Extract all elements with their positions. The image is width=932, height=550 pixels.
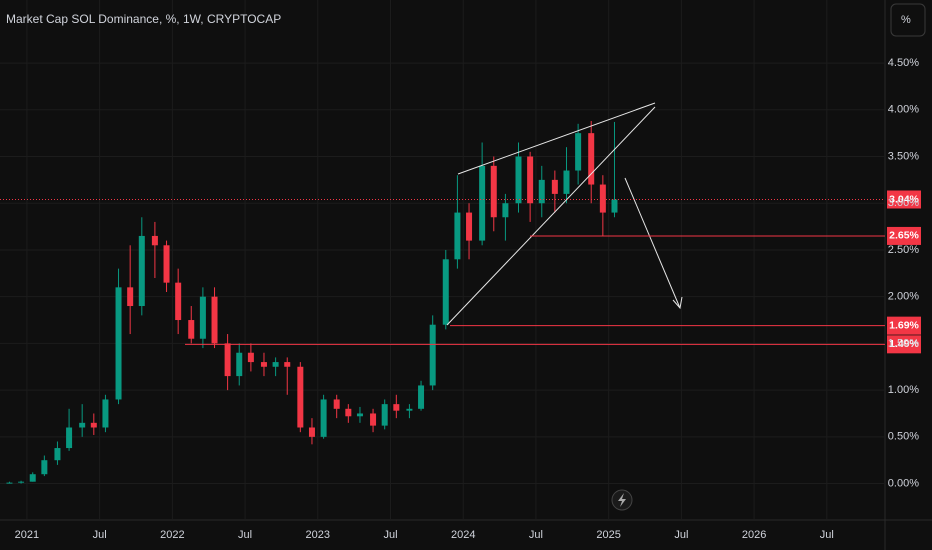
price-label-box (887, 226, 921, 245)
trendline (457, 102, 656, 175)
y-tick-label: 3.50% (888, 150, 919, 162)
price-label-box (887, 316, 921, 335)
y-tick-label: 0.00% (888, 477, 919, 489)
candle-body (127, 287, 134, 307)
candle-body (454, 212, 461, 260)
candle-body (297, 366, 304, 428)
x-tick-label: Jul (383, 529, 397, 541)
candle-body (102, 399, 109, 428)
candle-body (90, 422, 97, 428)
y-tick-label: 4.00% (888, 104, 919, 116)
y-tick-label: 3.00% (888, 197, 919, 209)
candle-body (115, 287, 122, 400)
candle-body (41, 460, 48, 475)
candle-body (79, 422, 86, 428)
candle-body (393, 404, 400, 411)
x-tick-label: 2022 (160, 529, 184, 541)
candle-body (18, 481, 25, 483)
candle-body (308, 427, 315, 437)
x-tick-label: Jul (238, 529, 252, 541)
candle-body (527, 156, 534, 204)
candle-body (599, 184, 606, 213)
candle-body (247, 352, 254, 363)
x-tick-label: 2021 (15, 529, 39, 541)
candle-body (588, 133, 595, 185)
candle-body (563, 170, 570, 194)
x-tick-label: 2026 (742, 529, 766, 541)
candle-body (381, 404, 388, 426)
candle-body (163, 245, 170, 283)
candle-body (188, 320, 195, 339)
candle-body (406, 408, 413, 411)
candle-body (211, 296, 218, 344)
candle-body (54, 448, 61, 461)
x-tick-label: Jul (674, 529, 688, 541)
candle-body (442, 259, 449, 325)
candle-body (429, 324, 436, 386)
x-tick-label: Jul (93, 529, 107, 541)
candle-body (284, 362, 291, 367)
price-label: 3.04% (889, 193, 919, 205)
arrow-head (672, 296, 683, 310)
x-tick-label: Jul (529, 529, 543, 541)
candles (6, 121, 618, 484)
candle-body (333, 399, 340, 409)
candle-body (418, 385, 425, 409)
candle-body (551, 179, 558, 194)
candle-body (151, 235, 158, 246)
candle-body (272, 362, 279, 367)
y-tick-label: 4.50% (888, 57, 919, 69)
candle-body (29, 474, 36, 482)
candle-body (260, 362, 267, 367)
candle-body (320, 399, 327, 437)
price-label: 1.69% (889, 319, 919, 331)
candle-body (575, 133, 582, 171)
candle-body (224, 343, 231, 377)
unit-button-label[interactable]: % (901, 14, 911, 26)
chart-title: Market Cap SOL Dominance, %, 1W, CRYPTOC… (6, 12, 281, 26)
x-tick-label: 2023 (306, 529, 330, 541)
x-tick-label: 2024 (451, 529, 475, 541)
candle-body (175, 282, 182, 321)
y-tick-label: 2.50% (888, 244, 919, 256)
candle-body (356, 413, 363, 417)
price-label: 2.65% (889, 230, 919, 242)
arrow-line (624, 177, 681, 309)
candle-body (66, 427, 73, 449)
levels: 2.65% 1.69% 1.49% 3.04% (0, 190, 921, 354)
x-tick-label: 2025 (596, 529, 620, 541)
candle-body (611, 199, 618, 213)
trendline (446, 106, 656, 326)
price-label: 1.49% (889, 338, 919, 350)
x-tick-label: Jul (820, 529, 834, 541)
candle-body (345, 408, 352, 417)
candle-body (490, 165, 497, 218)
candle-body (6, 482, 13, 484)
drawings (446, 102, 683, 326)
y-tick-label: 1.00% (888, 384, 919, 396)
price-label-box (887, 335, 921, 354)
candle-body (370, 413, 377, 426)
candle-body (538, 179, 545, 204)
y-tick-label: 0.50% (888, 431, 919, 443)
icon-bolt[interactable] (618, 493, 626, 507)
candle-body (515, 156, 522, 204)
candle-body (479, 165, 486, 241)
candle-body (138, 235, 145, 307)
snapshot-icon[interactable] (611, 489, 633, 511)
y-tick-label: 1.50% (888, 337, 919, 349)
candle-body (502, 203, 509, 218)
candle-body (199, 296, 206, 339)
candle-body (466, 212, 473, 241)
y-tick-label: 2.00% (888, 291, 919, 303)
price-label-box (887, 190, 921, 209)
candle-body (236, 352, 243, 377)
unit-button[interactable] (890, 3, 926, 37)
